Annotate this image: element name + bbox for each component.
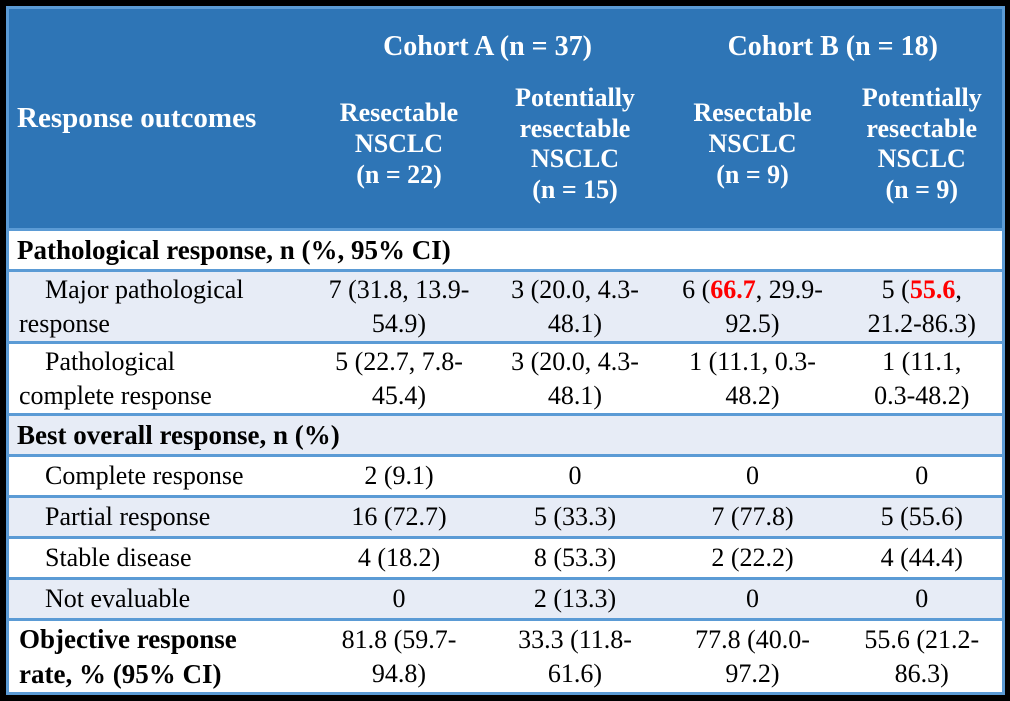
row-stable-disease: Stable disease 4 (18.2) 8 (53.3) 2 (22.2… [7, 536, 1004, 580]
row-complete-response: Complete response 2 (9.1) 0 0 0 [7, 454, 1004, 498]
section-row-pathological-response: Pathological response, n (%, 95% CI) [7, 228, 1004, 272]
cell-complete-cohortB-resectable: 0 [663, 454, 842, 498]
cell-orr-cohortA-potentially: 33.3 (11.8- 61.6) [486, 617, 664, 696]
results-table: Response outcomes Cohort A (n = 37) Coho… [6, 6, 1006, 696]
header-cohortB-potentially-resectable: Potentially resectable NSCLC (n = 9) [841, 69, 1004, 230]
label-major-pathological-response: Major pathological response [7, 269, 312, 344]
cell-stable-cohortB-potentially: 4 (44.4) [841, 536, 1004, 580]
value-suffix: , 21.2-86.3) [867, 275, 976, 338]
cell-ne-cohortB-potentially: 0 [841, 577, 1004, 621]
row-objective-response-rate: Objective response rate, % (95% CI) 81.8… [7, 617, 1004, 696]
header-cohortA-resectable: Resectable NSCLC (n = 22) [311, 69, 487, 230]
cell-orr-cohortB-resectable: 77.8 (40.0- 97.2) [663, 617, 842, 696]
header-cohortA-potentially-resectable: Potentially resectable NSCLC (n = 15) [486, 69, 664, 230]
cell-ne-cohortA-potentially: 2 (13.3) [486, 577, 664, 621]
row-pathological-complete-response: Pathological complete response 5 (22.7, … [7, 341, 1004, 416]
cell-pcr-cohortA-potentially: 3 (20.0, 4.3- 48.1) [486, 341, 664, 416]
label-partial-response: Partial response [7, 495, 312, 539]
label-objective-response-rate: Objective response rate, % (95% CI) [7, 617, 312, 696]
label-complete-response: Complete response [7, 454, 312, 498]
row-partial-response: Partial response 16 (72.7) 5 (33.3) 7 (7… [7, 495, 1004, 539]
label-not-evaluable: Not evaluable [7, 577, 312, 621]
row-major-pathological-response: Major pathological response 7 (31.8, 13.… [7, 269, 1004, 344]
cell-complete-cohortA-resectable: 2 (9.1) [311, 454, 487, 498]
cell-major-cohortA-resectable: 7 (31.8, 13.9- 54.9) [311, 269, 487, 344]
table-header: Response outcomes Cohort A (n = 37) Coho… [7, 7, 1004, 230]
cell-orr-cohortB-potentially: 55.6 (21.2- 86.3) [841, 617, 1004, 696]
cell-ne-cohortB-resectable: 0 [663, 577, 842, 621]
cell-partial-cohortA-potentially: 5 (33.3) [486, 495, 664, 539]
header-cohort-a: Cohort A (n = 37) [311, 7, 664, 70]
cell-complete-cohortB-potentially: 0 [841, 454, 1004, 498]
highlighted-value: 66.7 [710, 275, 756, 305]
section-label-pathological-response: Pathological response, n (%, 95% CI) [7, 228, 1004, 272]
cell-major-cohortB-resectable: 6 (66.7, 29.9- 92.5) [663, 269, 842, 344]
cell-stable-cohortA-resectable: 4 (18.2) [311, 536, 487, 580]
cell-stable-cohortA-potentially: 8 (53.3) [486, 536, 664, 580]
cell-stable-cohortB-resectable: 2 (22.2) [663, 536, 842, 580]
cell-pcr-cohortB-potentially: 1 (11.1, 0.3-48.2) [841, 341, 1004, 416]
cell-pcr-cohortB-resectable: 1 (11.1, 0.3- 48.2) [663, 341, 842, 416]
cell-pcr-cohortA-resectable: 5 (22.7, 7.8- 45.4) [311, 341, 487, 416]
section-label-best-overall-response: Best overall response, n (%) [7, 413, 1004, 457]
label-pathological-complete-response: Pathological complete response [7, 341, 312, 416]
cell-major-cohortA-potentially: 3 (20.0, 4.3- 48.1) [486, 269, 664, 344]
cell-major-cohortB-potentially: 5 (55.6, 21.2-86.3) [841, 269, 1004, 344]
cell-partial-cohortB-resectable: 7 (77.8) [663, 495, 842, 539]
label-stable-disease: Stable disease [7, 536, 312, 580]
value-suffix: , 29.9- 92.5) [725, 275, 823, 338]
value-prefix: 6 ( [682, 275, 711, 305]
cell-partial-cohortB-potentially: 5 (55.6) [841, 495, 1004, 539]
cell-ne-cohortA-resectable: 0 [311, 577, 487, 621]
header-cohort-b: Cohort B (n = 18) [663, 7, 1004, 70]
row-not-evaluable: Not evaluable 0 2 (13.3) 0 0 [7, 577, 1004, 621]
value-prefix: 5 ( [881, 275, 910, 305]
section-row-best-overall-response: Best overall response, n (%) [7, 413, 1004, 457]
highlighted-value: 55.6 [909, 275, 956, 305]
header-response-outcomes: Response outcomes [7, 7, 312, 230]
cell-complete-cohortA-potentially: 0 [486, 454, 664, 498]
cell-partial-cohortA-resectable: 16 (72.7) [311, 495, 487, 539]
header-cohortB-resectable: Resectable NSCLC (n = 9) [663, 69, 842, 230]
cell-orr-cohortA-resectable: 81.8 (59.7- 94.8) [311, 617, 487, 696]
